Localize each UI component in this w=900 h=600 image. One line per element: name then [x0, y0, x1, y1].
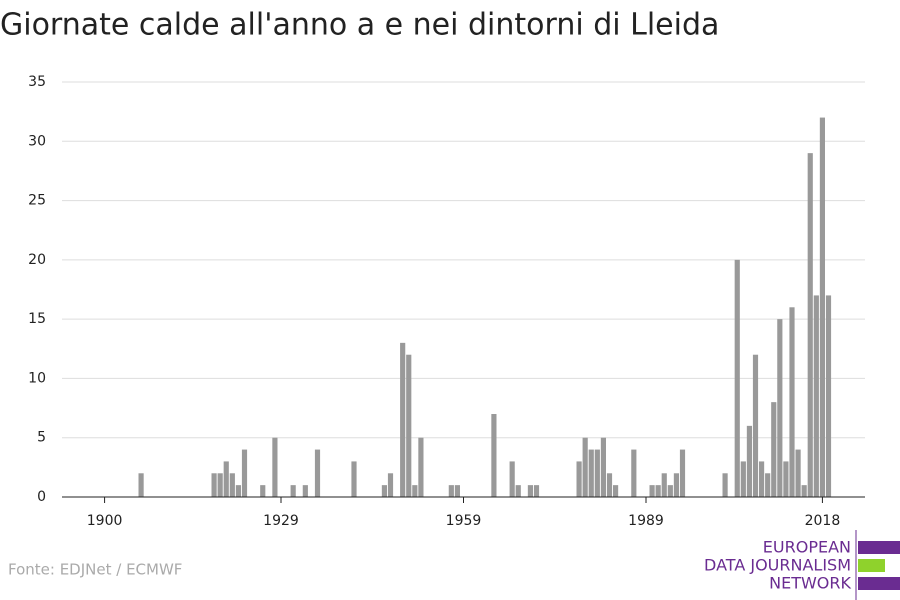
bar: [746, 425, 753, 497]
bar: [758, 461, 765, 497]
bar: [661, 473, 667, 497]
bar: [229, 473, 235, 497]
bar: [667, 485, 673, 497]
bar: [272, 437, 278, 497]
bar: [813, 295, 819, 497]
logo-bar: [858, 541, 900, 554]
bar: [771, 402, 777, 497]
logo-bar: [858, 577, 900, 590]
bar: [454, 485, 461, 497]
bar: [807, 153, 813, 497]
bar: [515, 485, 521, 497]
y-tick-label: 5: [37, 430, 46, 446]
bar: [533, 485, 540, 497]
y-tick-label: 15: [28, 311, 46, 327]
bar: [594, 449, 600, 497]
bar: [722, 473, 728, 497]
logo-text: NETWORK: [769, 574, 851, 593]
bar: [314, 449, 321, 497]
logo-text: EUROPEAN: [763, 538, 851, 557]
bar: [783, 461, 789, 497]
bar: [673, 473, 680, 497]
bar: [223, 461, 229, 497]
y-tick-label: 0: [37, 489, 46, 505]
bar: [448, 485, 454, 497]
bar: [582, 437, 588, 497]
bar: [819, 117, 826, 498]
bar: [734, 259, 740, 497]
y-tick-label: 20: [28, 252, 46, 268]
bar: [418, 437, 424, 497]
bar: [655, 485, 661, 497]
x-tick-label: 2018: [805, 513, 841, 529]
bar: [789, 307, 795, 497]
x-tick-label: 1959: [446, 513, 482, 529]
bar: [351, 461, 357, 497]
bar: [509, 461, 515, 497]
y-tick-label: 30: [28, 133, 46, 149]
bar: [777, 319, 783, 497]
bar: [765, 473, 771, 497]
bar: [606, 473, 613, 497]
bar: [260, 485, 266, 497]
bar: [400, 342, 406, 497]
bar: [241, 449, 248, 497]
bar: [600, 437, 607, 497]
bar: [491, 414, 497, 497]
bar: [387, 473, 394, 497]
bar: [752, 354, 759, 497]
bar: [631, 449, 637, 497]
bar: [235, 485, 242, 497]
x-tick-label: 1900: [87, 513, 123, 529]
bar: [527, 485, 534, 497]
bar: [302, 485, 308, 497]
logo: EUROPEAN DATA JOURNALISM NETWORK: [704, 530, 900, 600]
logo-text: DATA JOURNALISM: [704, 556, 851, 575]
bar: [290, 485, 296, 497]
bar: [412, 485, 418, 497]
bar: [381, 485, 388, 497]
bar: [801, 485, 807, 497]
y-tick-label: 25: [28, 193, 46, 209]
y-tick-label: 35: [28, 74, 46, 90]
bar: [138, 473, 144, 497]
bar: [649, 485, 655, 497]
bar: [588, 449, 594, 497]
bar: [795, 449, 801, 497]
bar: [679, 449, 686, 497]
logo-bar: [858, 559, 885, 572]
bar: [825, 295, 832, 497]
x-tick-label: 1989: [628, 513, 664, 529]
source: Fonte: EDJNet / ECMWF: [8, 561, 182, 579]
bar: [406, 354, 412, 497]
bar: [217, 473, 223, 497]
y-tick-label: 10: [28, 370, 46, 386]
bar: [740, 461, 746, 497]
bar: [612, 485, 619, 497]
bar: [211, 473, 217, 497]
bar: [576, 461, 582, 497]
x-tick-label: 1929: [263, 513, 299, 529]
chart-title: Giornate calde all'anno a e nei dintorni…: [0, 8, 719, 43]
